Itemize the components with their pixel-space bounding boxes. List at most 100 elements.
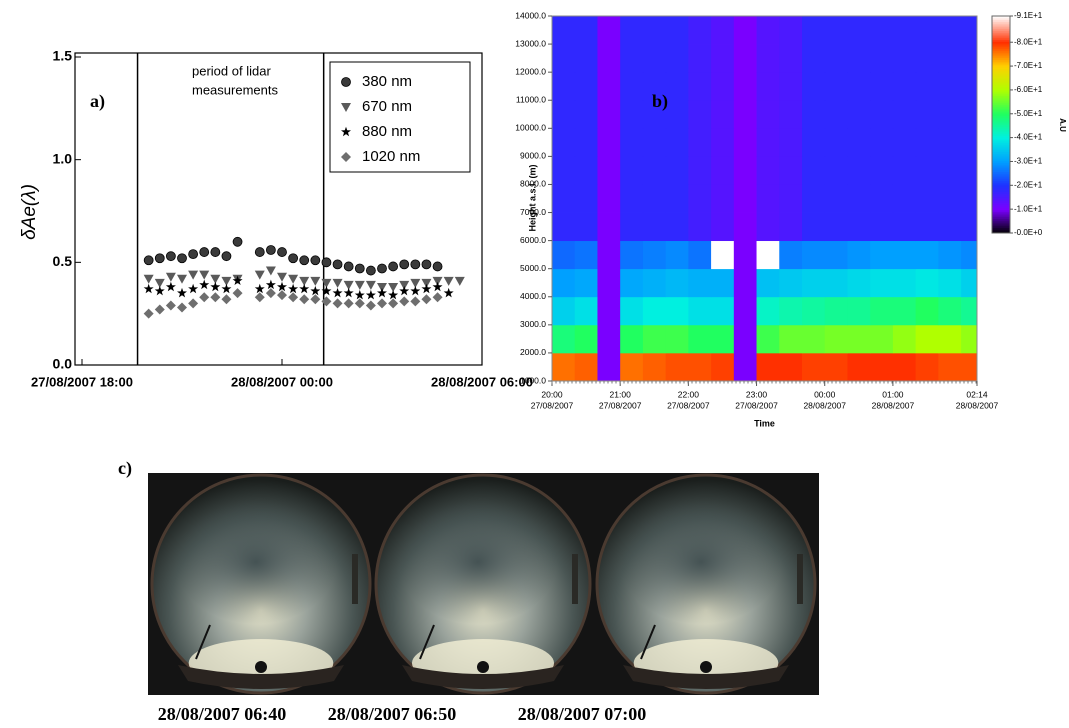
heat-cell <box>552 240 576 270</box>
colorbar-cell <box>992 73 1010 77</box>
heat-cell <box>665 100 689 129</box>
annotation: measurements <box>192 82 278 97</box>
heat-cell <box>552 16 576 45</box>
heat-cell <box>597 100 621 129</box>
heat-cell <box>870 352 894 382</box>
y-tick-label: 5000.0 <box>520 263 546 273</box>
heat-cell <box>892 296 917 326</box>
colorbar-cell <box>992 176 1010 180</box>
heat-cell <box>597 212 621 242</box>
heat-cell <box>779 156 803 185</box>
heat-cell <box>711 100 735 129</box>
heat-cell <box>892 352 917 382</box>
colorbar-label: A.U <box>1058 118 1067 132</box>
point <box>265 279 276 290</box>
point <box>365 289 376 300</box>
colorbar-cell <box>992 34 1010 37</box>
point <box>232 275 243 286</box>
colorbar-cell <box>992 37 1010 41</box>
colorbar-cell <box>992 86 1010 89</box>
heat-cell <box>961 100 978 129</box>
point <box>343 280 354 290</box>
point <box>332 259 343 270</box>
heat-cell <box>915 240 939 270</box>
colorbar-cell <box>992 53 1010 57</box>
heat-cell <box>870 324 894 354</box>
heat-cell <box>597 296 621 326</box>
point <box>165 300 176 311</box>
point <box>199 292 210 303</box>
heat-cell <box>574 100 598 129</box>
sky-photo <box>593 473 819 695</box>
panel-label: b) <box>652 91 668 112</box>
point <box>254 247 265 257</box>
point <box>432 276 443 286</box>
colorbar-cell <box>992 142 1010 145</box>
heat-cell <box>779 128 803 157</box>
x-tick-label: 21:00 <box>610 389 632 399</box>
heat-cell <box>824 324 848 354</box>
heat-cell <box>938 296 962 326</box>
point <box>210 281 221 292</box>
colorbar-cell <box>992 95 1010 98</box>
heat-cell <box>824 72 848 101</box>
colorbar-cell <box>992 88 1010 91</box>
heat-cell <box>847 16 871 45</box>
point <box>354 289 365 300</box>
point <box>299 255 310 266</box>
heat-cell <box>733 100 757 129</box>
heat-cell <box>711 268 735 298</box>
heat-cell <box>552 100 576 129</box>
heat-cell <box>779 352 803 382</box>
heat-cell <box>688 324 712 354</box>
heat-cell <box>733 240 757 270</box>
x-tick-label: 00:00 <box>814 389 836 399</box>
heat-cell <box>847 352 871 382</box>
colorbar-cell <box>992 63 1010 66</box>
colorbar-tick-label: -8.0E+1 <box>1014 37 1043 46</box>
heat-cell <box>961 184 978 213</box>
point <box>277 290 287 301</box>
heat-cell <box>620 44 644 73</box>
colorbar-cell <box>992 209 1010 212</box>
heat-cell <box>665 324 689 354</box>
x-tick-label: 22:00 <box>678 389 700 399</box>
photo-caption: 28/08/2007 06:50 <box>328 704 457 724</box>
dome <box>255 661 267 673</box>
heat-cell <box>756 100 780 129</box>
heat-cell <box>892 240 917 270</box>
heat-cell <box>642 352 667 382</box>
heat-cell <box>620 72 644 101</box>
colorbar-cell <box>992 124 1010 127</box>
heat-cell <box>574 16 598 45</box>
point <box>388 261 399 272</box>
colorbar-cell <box>992 180 1010 183</box>
heat-cell <box>938 72 962 101</box>
heat-cell <box>665 128 689 157</box>
heat-cell <box>620 156 644 185</box>
heat-cell <box>688 72 712 101</box>
heat-cell <box>961 72 978 101</box>
heat-cell <box>938 44 962 73</box>
point <box>188 270 199 280</box>
heat-cell <box>665 44 689 73</box>
heat-cell <box>733 44 757 73</box>
point <box>177 287 187 298</box>
y-tick-label: 14000.0 <box>515 10 546 20</box>
heat-cell <box>915 156 939 185</box>
legend-marker <box>341 103 351 112</box>
point <box>365 265 376 276</box>
point <box>288 283 299 294</box>
point <box>377 287 387 298</box>
colorbar-cell <box>992 48 1010 51</box>
point <box>332 278 343 288</box>
heat-cell <box>870 100 894 129</box>
colorbar-cell <box>992 223 1010 227</box>
x-tick-label: 27/08/2007 <box>735 400 778 410</box>
heat-cell <box>961 324 978 354</box>
point <box>188 298 199 309</box>
colorbar-cell <box>992 23 1010 26</box>
heat-cell <box>824 296 848 326</box>
colorbar-cell <box>992 218 1010 221</box>
horizon-silhouette <box>402 665 564 689</box>
